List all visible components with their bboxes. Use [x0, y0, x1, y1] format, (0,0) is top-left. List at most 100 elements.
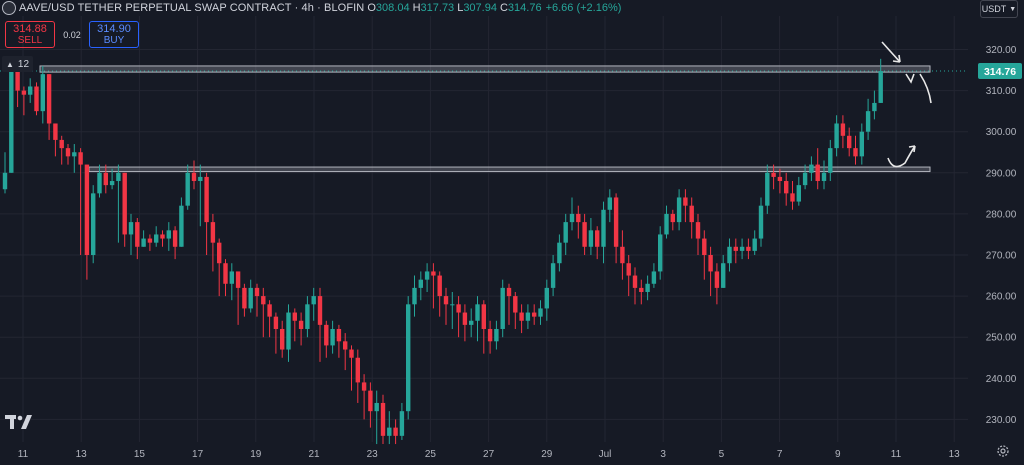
candle-body: [620, 246, 625, 264]
candle-body: [853, 148, 858, 157]
indicator-count: 12: [17, 58, 30, 70]
candle-body: [582, 222, 587, 247]
price-tick-label: 240.00: [986, 374, 1017, 385]
candle-body: [78, 152, 83, 165]
chevron-up-icon: ▲: [6, 59, 14, 69]
time-tick-label: 25: [425, 449, 437, 460]
price-zones: [39, 65, 931, 173]
candle-body: [210, 222, 216, 243]
price-tick-label: 250.00: [986, 333, 1017, 344]
candle-body: [179, 205, 184, 247]
high-value: 317.73: [420, 2, 455, 14]
candle-body: [456, 304, 461, 313]
candle-body: [506, 287, 512, 297]
time-tick-label: 21: [308, 449, 320, 460]
candle-body: [418, 279, 423, 288]
candle-body: [771, 172, 776, 177]
price-axis[interactable]: 230.00 240.00 250.00 260.00 270.00 280.00 290.…: [969, 0, 1024, 465]
candle-body: [796, 185, 801, 202]
candle-body: [601, 209, 606, 247]
indicators-collapse-button[interactable]: ▲ 12: [2, 56, 34, 72]
candle-body: [204, 176, 209, 223]
time-tick-label: 11: [891, 449, 902, 460]
candle-body: [469, 320, 474, 325]
tradingview-logo-icon[interactable]: [5, 413, 33, 431]
candle-body: [714, 271, 720, 288]
candle-body: [166, 230, 171, 239]
candles: [0, 58, 968, 445]
candle-body: [859, 131, 864, 157]
candle-body: [154, 234, 159, 243]
chevron-down-icon: ▼: [1009, 5, 1017, 13]
spread-value: 0.02: [63, 29, 81, 40]
currency-selector[interactable]: USDT ▼: [980, 0, 1018, 18]
price-tick-label: 230.00: [986, 415, 1017, 426]
candle-body: [324, 324, 329, 346]
candle-body: [494, 328, 499, 342]
candle-body: [34, 86, 39, 112]
candle-body: [563, 222, 568, 243]
candle-body: [343, 341, 348, 350]
bottom-curve-drawing-icon: [887, 145, 916, 168]
candle-body: [525, 312, 531, 321]
chart-header: AAVE/USD TETHER PERPETUAL SWAP CONTRACT …: [0, 0, 621, 16]
hand-drawn-marks: [881, 41, 932, 168]
candle-body: [223, 263, 228, 284]
candle-body: [487, 328, 493, 342]
candle-body: [802, 172, 808, 186]
candle-body: [59, 139, 64, 149]
candle-body: [355, 357, 360, 383]
sell-button[interactable]: 314.88 SELL: [5, 21, 55, 48]
candle-body: [595, 230, 600, 247]
candle-body: [185, 172, 190, 206]
candle-body: [412, 287, 417, 305]
candle-body: [28, 86, 33, 95]
candle-body: [40, 74, 45, 112]
candle-body: [513, 296, 518, 313]
candle-body: [368, 390, 373, 412]
candle-body: [292, 312, 297, 321]
buy-button[interactable]: 314.90 BUY: [89, 21, 139, 48]
curve-arrow-drawing-icon: [919, 73, 932, 104]
candle-body: [242, 287, 247, 309]
candle-body: [739, 246, 745, 251]
candle-body: [500, 287, 505, 329]
sell-label: SELL: [17, 34, 43, 46]
price-change: +6.66 (+2.16%): [545, 2, 622, 14]
symbol-title[interactable]: AAVE/USD TETHER PERPETUAL SWAP CONTRACT …: [19, 2, 365, 14]
candle-body: [676, 197, 682, 223]
time-tick-label: 15: [134, 449, 146, 460]
buy-price: 314.90: [97, 22, 131, 35]
time-axis[interactable]: 11 13 15 17 19 21 23 25 27 29 Jul 3 5 7 9 11 13: [18, 449, 960, 460]
candle-body: [2, 172, 8, 190]
high-label: H: [412, 2, 421, 14]
price-tick-label: 320.00: [986, 45, 1017, 56]
candle-body: [336, 328, 342, 342]
candle-body: [809, 164, 814, 173]
buy-label: BUY: [103, 34, 125, 46]
candle-body: [784, 181, 789, 194]
candle-body: [286, 312, 291, 350]
candle-body: [53, 123, 58, 140]
currency-label: USDT: [981, 4, 1007, 14]
candle-body: [229, 271, 234, 284]
candle-body: [406, 304, 411, 412]
candle-body: [695, 222, 701, 239]
settings-gear-icon[interactable]: [996, 444, 1010, 458]
candle-body: [317, 296, 323, 325]
candle-body: [670, 213, 675, 223]
candle-body: [387, 427, 392, 436]
candle-body: [834, 123, 839, 149]
trade-panel: 314.88 SELL 0.02 314.90 BUY: [5, 21, 139, 48]
candle-body: [777, 176, 783, 182]
candle-body: [109, 181, 115, 186]
candle-body: [393, 427, 398, 436]
time-tick-label: Jul: [599, 449, 612, 460]
time-tick-label: 19: [250, 449, 262, 460]
candle-body: [122, 172, 127, 235]
resistance-zone: [39, 65, 931, 73]
time-tick-label: 7: [777, 449, 783, 460]
time-tick-label: 9: [835, 449, 841, 460]
candle-body: [664, 213, 669, 235]
